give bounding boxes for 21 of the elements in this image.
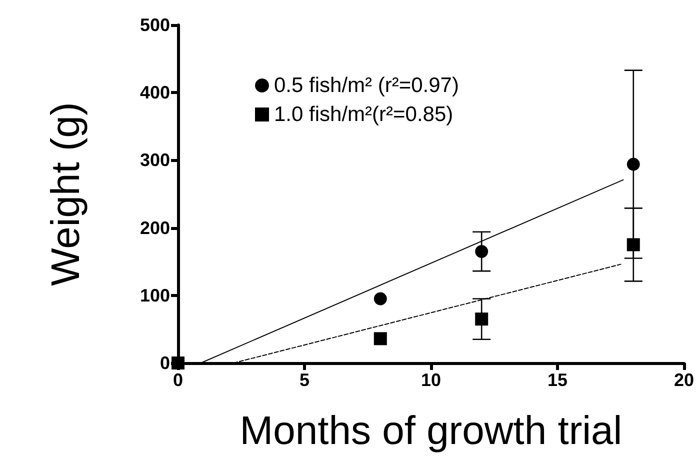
x-tick-label: 15 <box>547 370 568 390</box>
point <box>374 332 387 346</box>
legend-label: 0.5 fish/m² (r²=0.97) <box>274 74 459 97</box>
point <box>475 312 488 326</box>
point <box>626 158 640 171</box>
x-tick-label: 5 <box>299 370 310 390</box>
y-tick-label: 0 <box>160 353 170 373</box>
x-axis-title: Months of growth trial <box>240 409 622 453</box>
y-tick-label: 500 <box>140 15 170 35</box>
x-tick-label: 20 <box>674 370 694 390</box>
y-tick-label: 400 <box>140 82 170 103</box>
y-tick-label: 200 <box>140 218 170 238</box>
point <box>626 238 640 252</box>
x-tick-label: 0 <box>172 370 184 390</box>
y-axis-title: Weight (g) <box>44 102 88 286</box>
legend-label: 1.0 fish/m²(r²=0.85) <box>274 103 454 126</box>
point <box>475 244 488 258</box>
point <box>374 292 387 306</box>
y-tick-label: 100 <box>140 285 170 306</box>
x-tick-label: 10 <box>420 370 442 390</box>
y-tick-label: 300 <box>140 150 170 170</box>
